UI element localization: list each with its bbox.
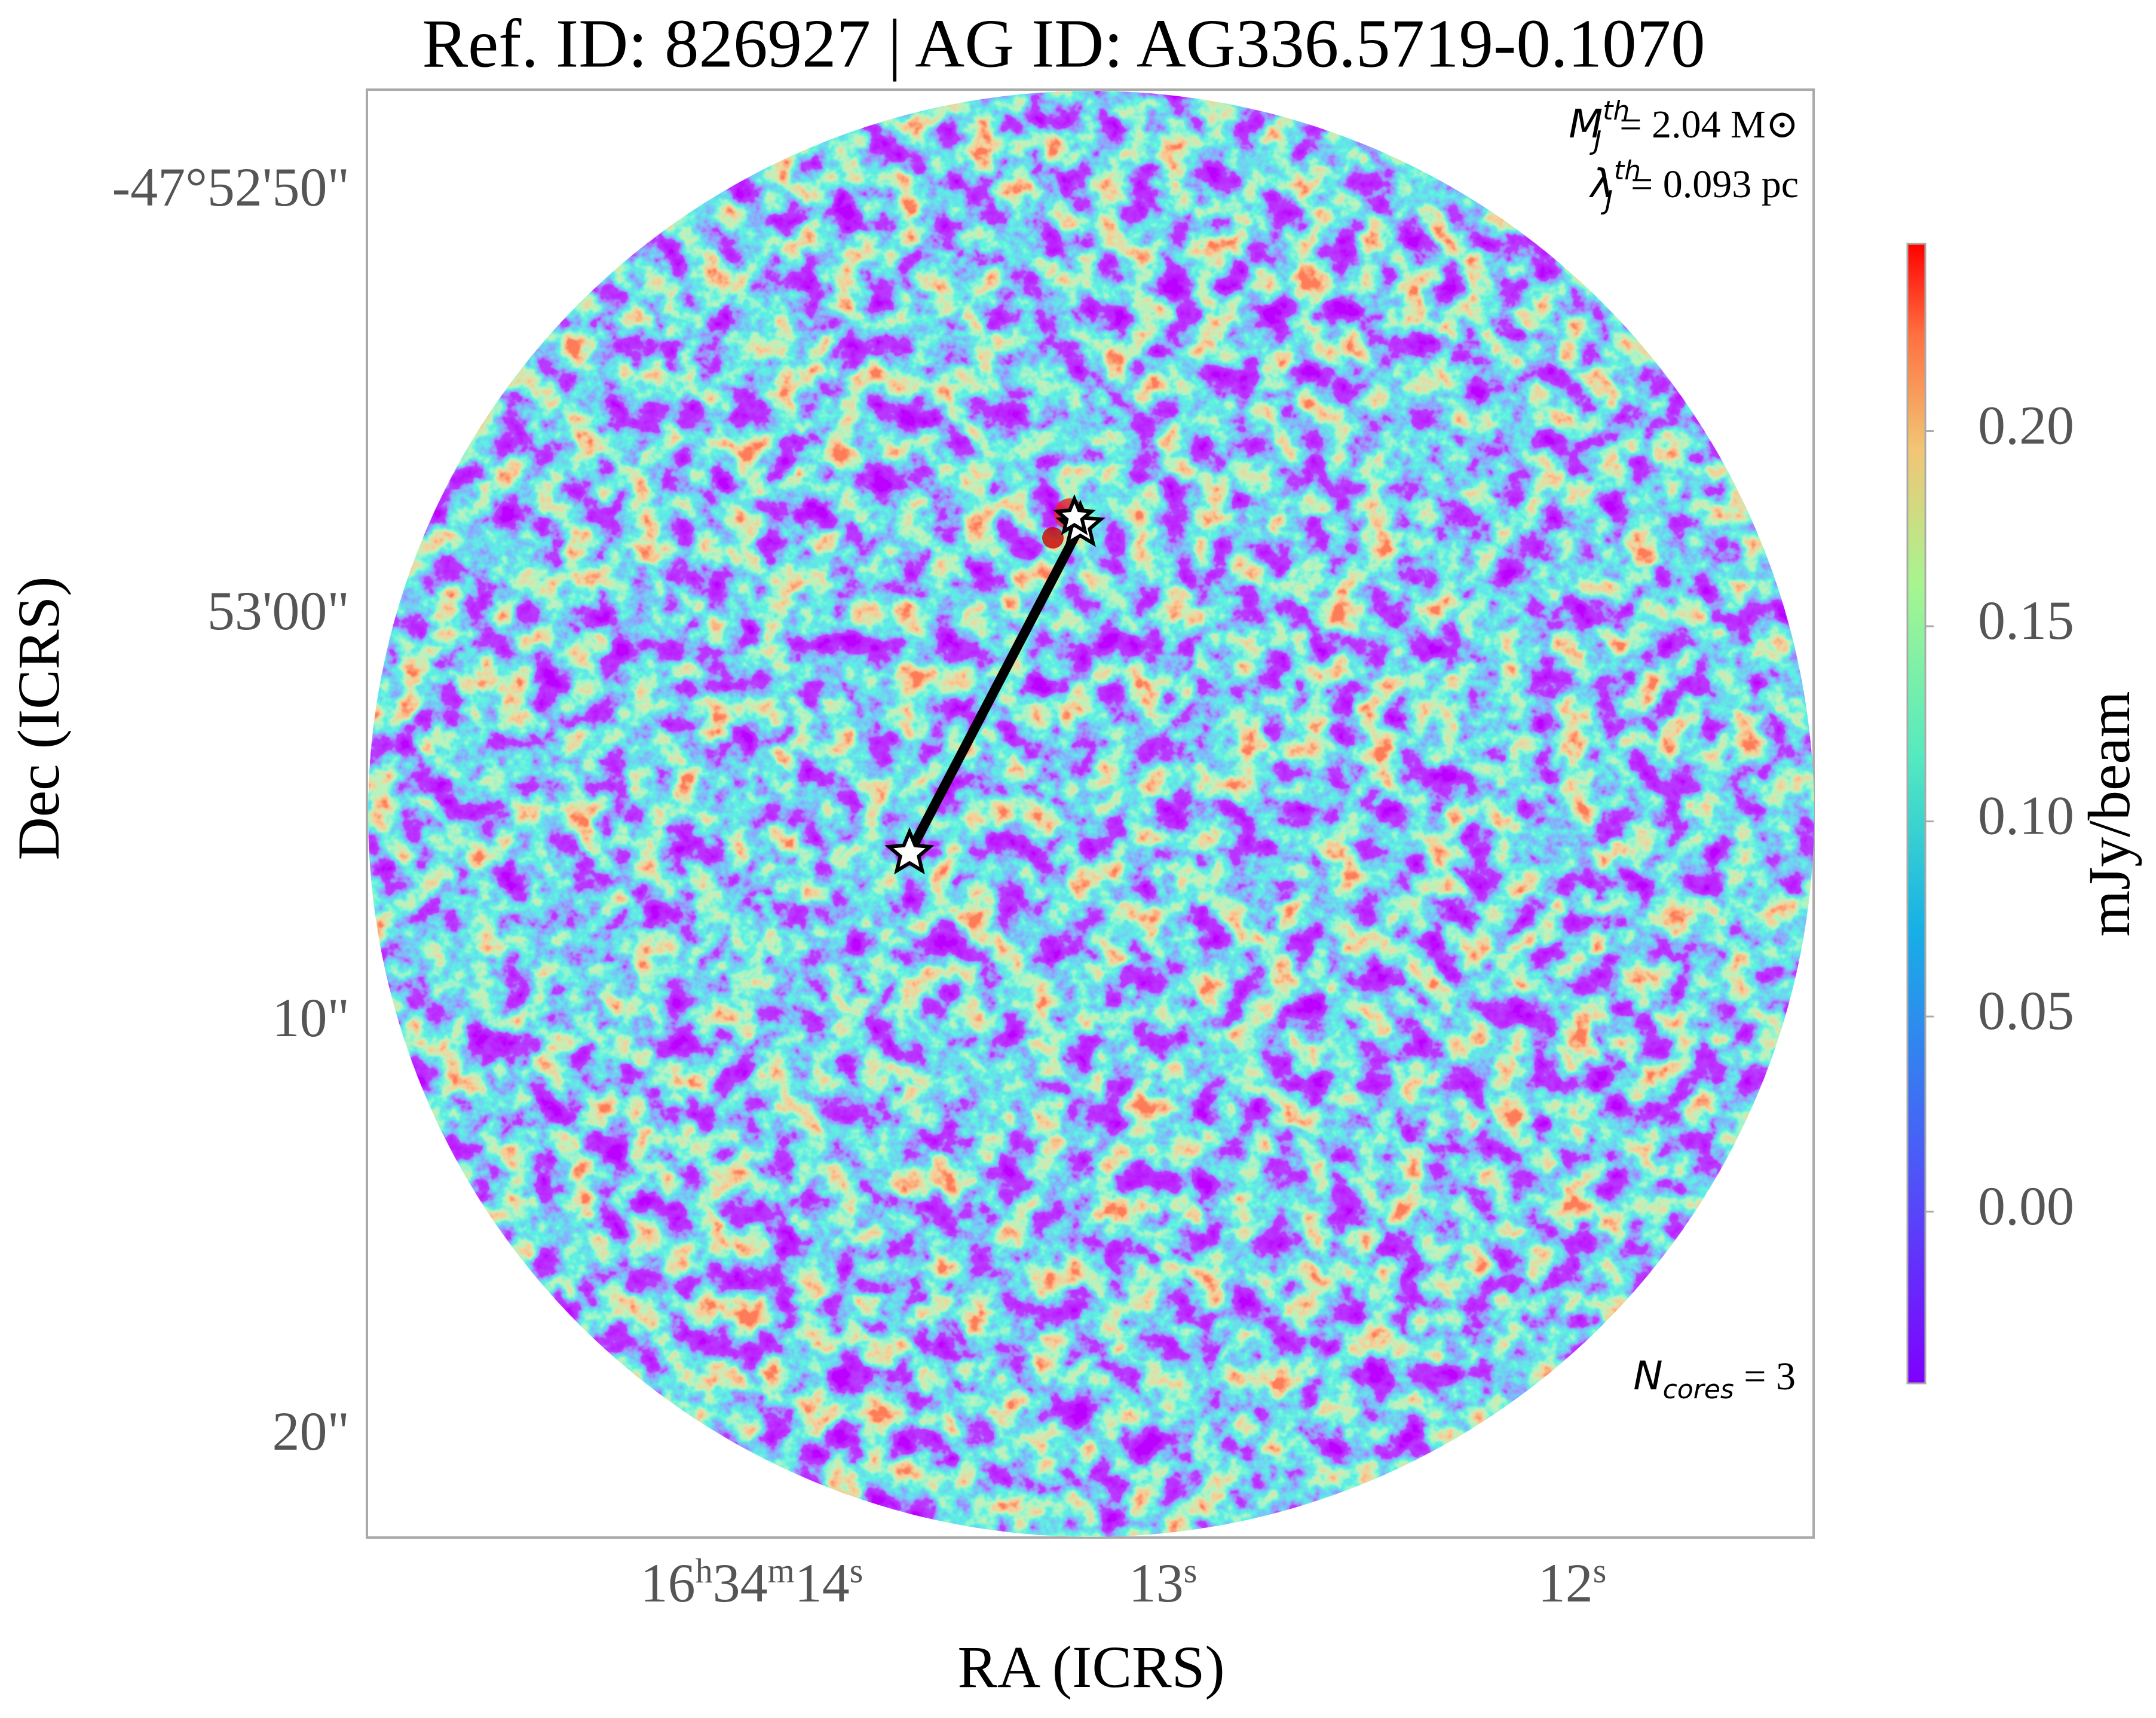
y-axis-label: Dec (ICRS) [5,577,72,860]
colorbar-tick-label: 0.05 [1978,980,2074,1041]
intensity-map [368,91,1814,1537]
annotation-part: = 0.093 pc [1631,163,1799,206]
annotation: Ncores = 3 [1633,1353,1796,1405]
title: Ref. ID: 826927 | AG ID: AG336.5719-0.10… [422,5,1705,81]
annotation-part: M [1569,101,1603,147]
colorbar-tick-label: 0.10 [1978,785,2074,846]
annotation-part: N [1633,1353,1662,1399]
annotation-part: cores [1663,1374,1734,1405]
y-tick-label: 53'00" [207,580,350,641]
annotation: λth J = 0.093 pc [1589,155,1799,216]
x-tick-label: 13s [1129,1551,1198,1614]
core-star [1053,494,1096,535]
annotation-part: th [1614,155,1641,186]
core-star [884,827,935,875]
y-tick-label: 10" [272,987,350,1048]
colorbar [1906,243,1927,1385]
colorbar-tick-label: 0.20 [1978,395,2074,456]
annotation-part: λ [1589,161,1614,207]
colorbar-tick-label: 0.00 [1978,1175,2074,1236]
core-markers [884,494,1105,875]
annotation-part: th [1603,96,1630,126]
x-axis-label: RA (ICRS) [957,1634,1224,1700]
x-tick-label: 16h34m14s [641,1551,863,1614]
colorbar-label: mJy/beam [2076,691,2142,936]
annotation-part: = 2.04 M⊙ [1619,103,1799,146]
y-tick-label: -47°52'50" [112,157,350,218]
annotation-part: = 3 [1734,1355,1796,1398]
colorbar-tick-label: 0.15 [1978,590,2074,651]
x-tick-label: 12s [1538,1551,1607,1614]
y-tick-label: 20" [272,1401,350,1462]
